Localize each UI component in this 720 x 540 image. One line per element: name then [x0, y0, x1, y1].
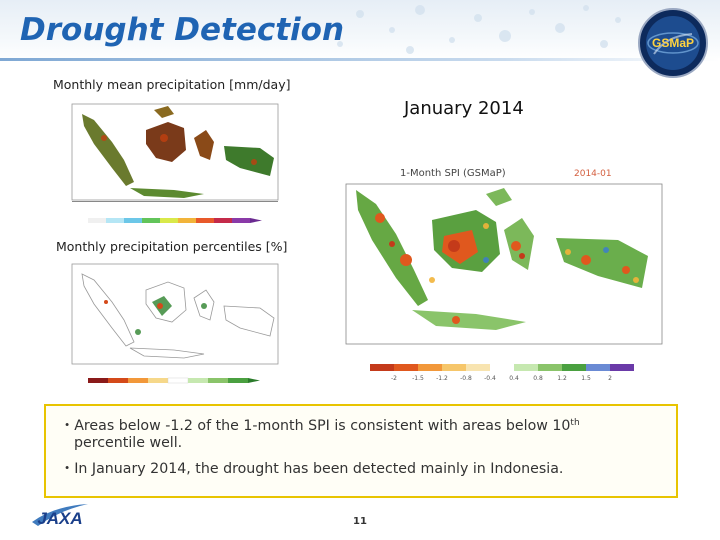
period-heading: January 2014	[404, 98, 524, 119]
bullet-marker: ・	[60, 461, 75, 477]
title-underline	[0, 58, 720, 61]
spi-tick: 2	[608, 375, 612, 382]
spi-tick: -2	[391, 375, 397, 382]
slide-title: Drought Detection	[20, 12, 345, 48]
mean-precip-label: Monthly mean precipitation [mm/day]	[53, 77, 291, 92]
bullet-2-text: In January 2014, the drought has been de…	[74, 461, 564, 477]
spi-tick: 1.5	[581, 375, 591, 382]
spi-tick: 0.8	[533, 375, 543, 382]
summary-box: ・Areas below -1.2 of the 1-month SPI is …	[44, 404, 678, 498]
bullet-1-superscript: th	[570, 418, 580, 428]
jaxa-logo: JAXA	[32, 504, 88, 528]
bullet-1: ・Areas below -1.2 of the 1-month SPI is …	[60, 418, 580, 452]
spi-tick: 0.4	[509, 375, 519, 382]
mean-precip-map	[64, 102, 282, 230]
water-drop-pattern	[337, 5, 704, 54]
spi-tick: -0.4	[484, 375, 496, 382]
svg-text:JAXA: JAXA	[37, 509, 82, 528]
spi-map: 1-Month SPI (GSMaP) 2014-01	[336, 160, 666, 390]
bullet-1-text: Areas below -1.2 of the 1-month SPI is c…	[74, 418, 571, 434]
page-number: 11	[353, 516, 367, 527]
bullet-marker: ・	[60, 418, 75, 434]
svg-text:2014-01: 2014-01	[574, 169, 612, 179]
percentile-map	[64, 262, 282, 390]
svg-text:1-Month SPI (GSMaP): 1-Month SPI (GSMaP)	[400, 168, 506, 179]
spi-tick: -1.2	[436, 375, 448, 382]
slide-header: Drought Detection	[0, 0, 720, 62]
spi-tick: 1.2	[557, 375, 567, 382]
svg-text:GSMaP: GSMaP	[652, 36, 694, 50]
bullet-1-continuation: percentile well.	[74, 435, 183, 451]
gsmap-logo: GSMaP	[638, 8, 708, 78]
spi-tick: -1.5	[412, 375, 424, 382]
bullet-2: ・In January 2014, the drought has been d…	[60, 461, 563, 478]
spi-tick: -0.8	[460, 375, 472, 382]
percentile-label: Monthly precipitation percentiles [%]	[56, 239, 288, 254]
